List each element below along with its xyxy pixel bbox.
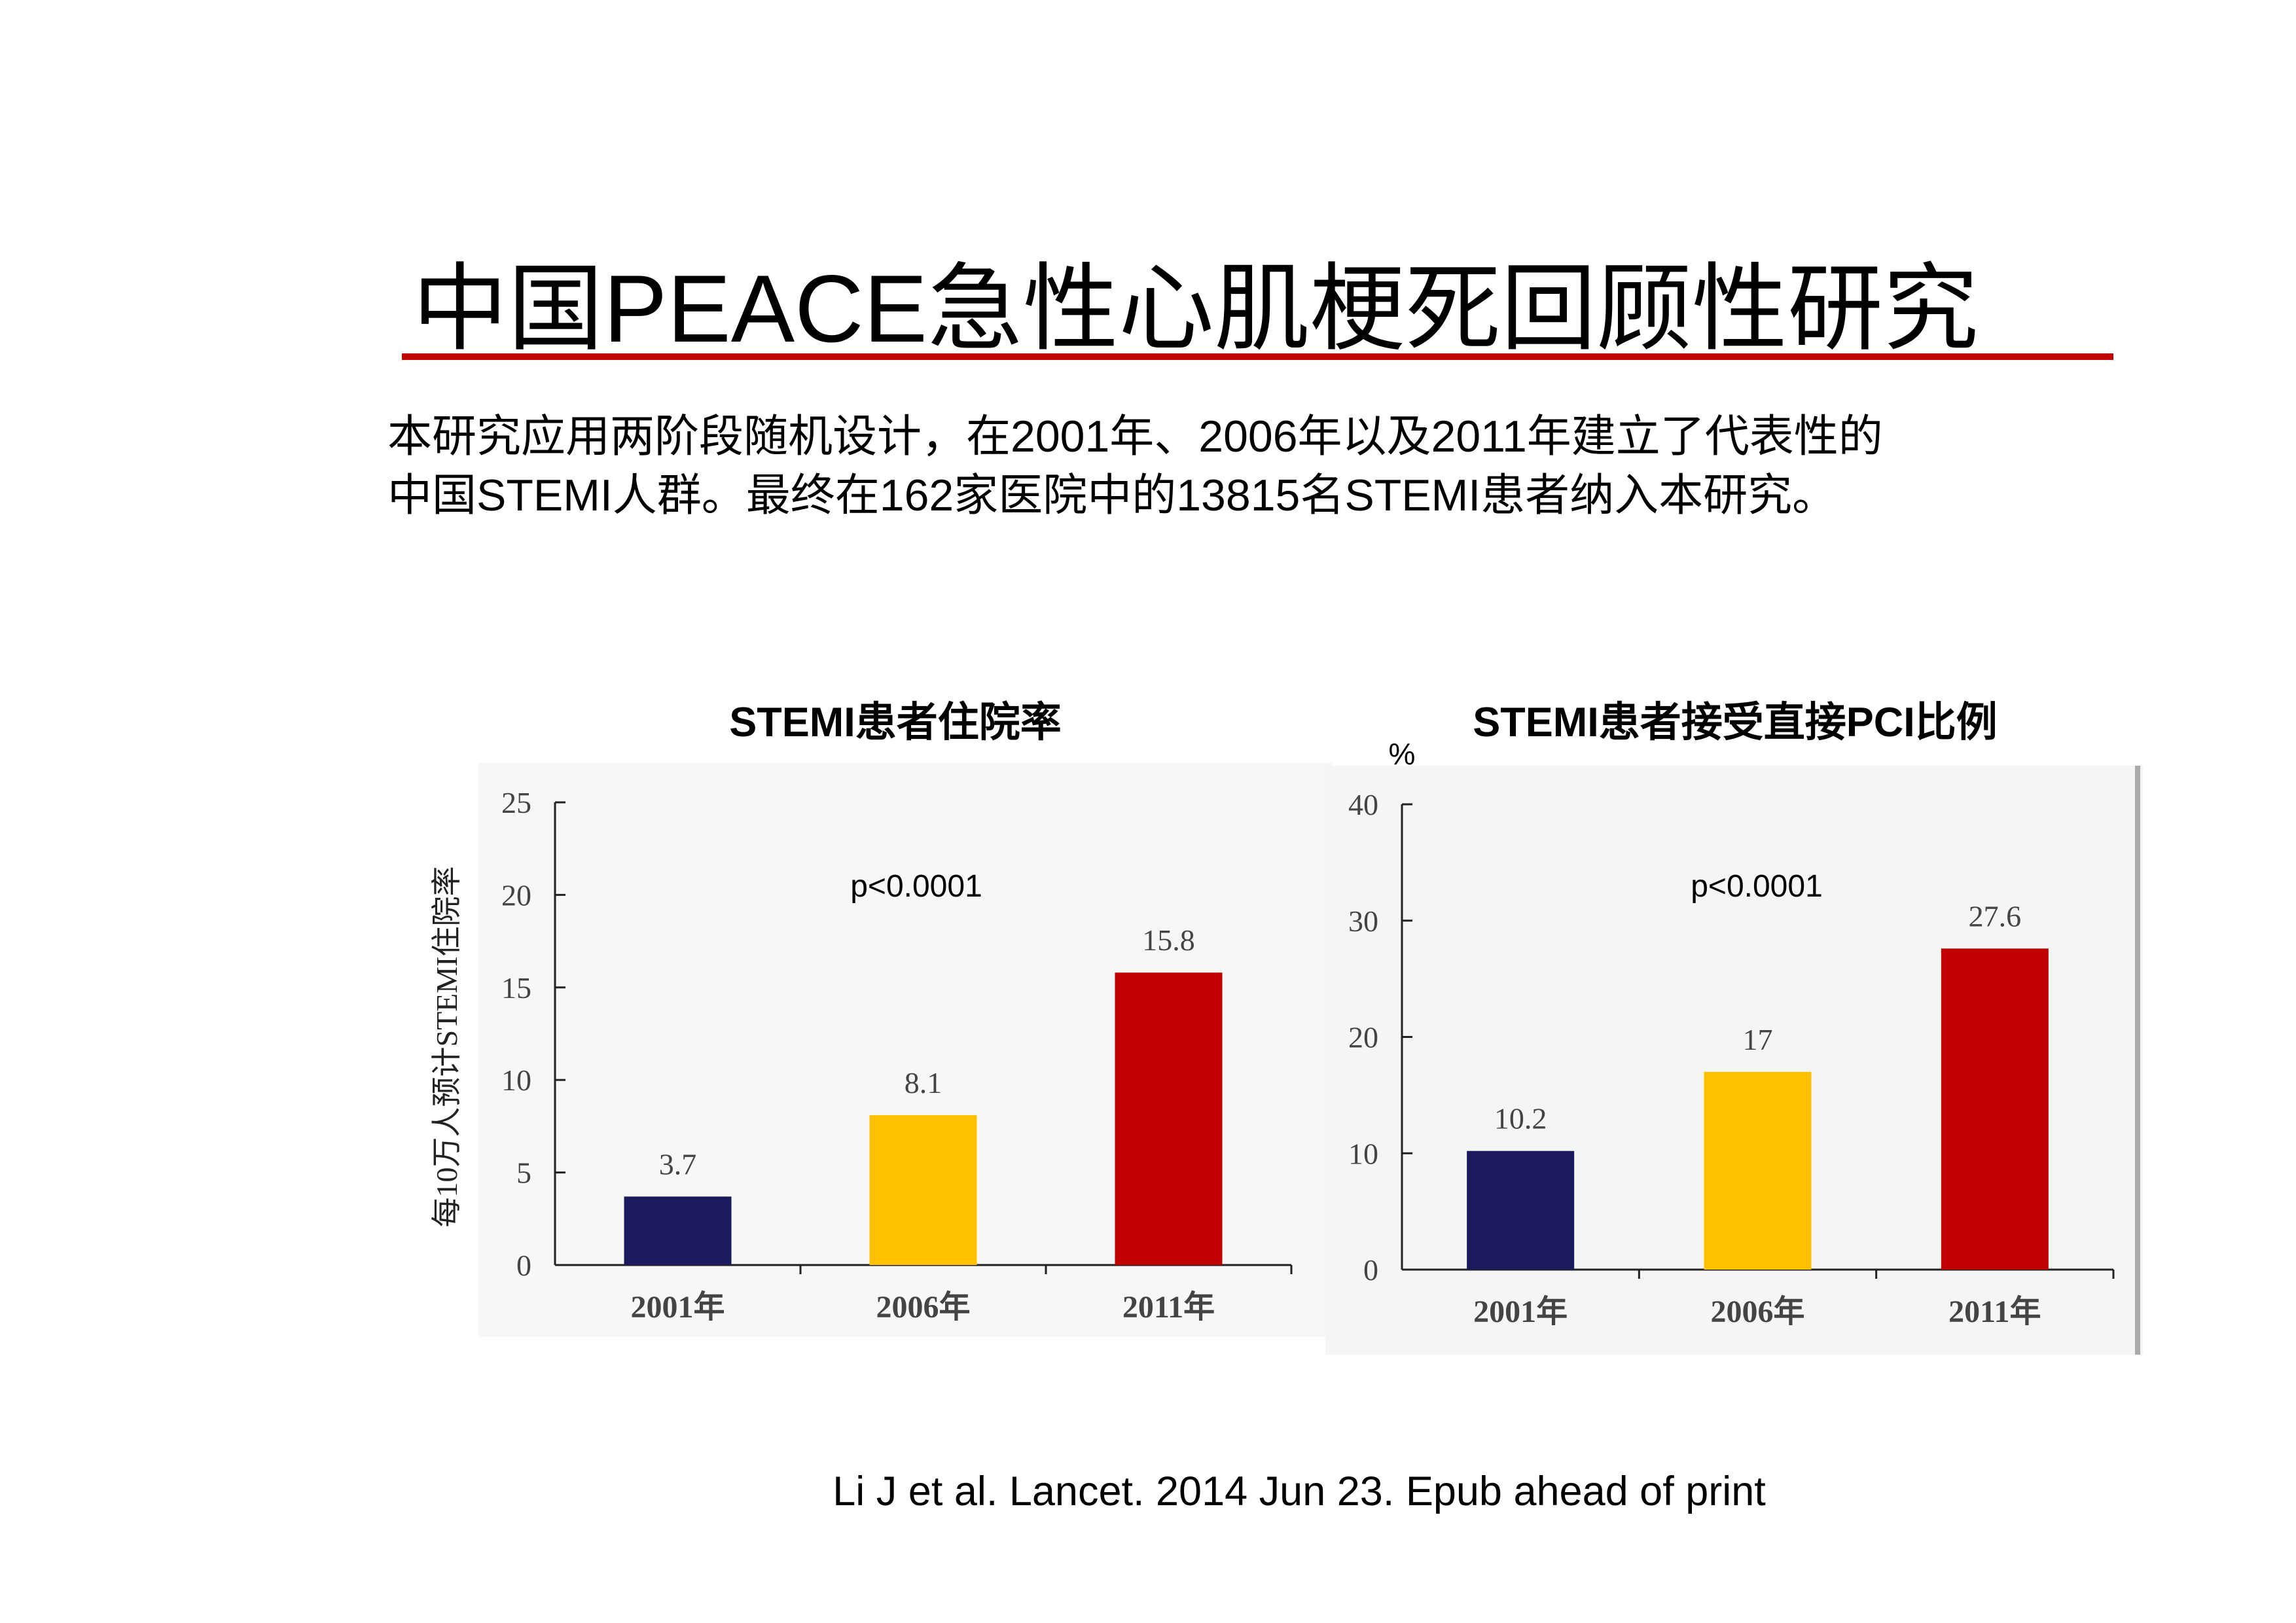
bar [624,1196,732,1265]
annotation: p<0.0001 [850,869,982,904]
bar [1115,972,1223,1265]
panel-edge [2135,766,2140,1355]
chart-title: STEMI患者接受直接PCI比例 [1473,700,1998,745]
x-tick-label: 2001年 [630,1290,725,1325]
y-tick-label: 0 [516,1249,531,1282]
y-tick-label: 15 [501,971,531,1005]
value-label: 10.2 [1494,1102,1547,1135]
annotation: p<0.0001 [1691,869,1823,904]
y-tick-label: 25 [501,786,531,819]
bar [1941,948,2049,1270]
value-label: 17 [1743,1023,1773,1056]
x-tick-label: 2011年 [1122,1290,1215,1325]
x-tick-label: 2006年 [1710,1294,1804,1329]
y-tick-label: 20 [501,878,531,912]
y-tick-label: 10 [501,1063,531,1097]
value-label: 8.1 [905,1066,942,1099]
bar [1704,1071,1812,1270]
body-line: 中国STEMI人群。最终在162家医院中的13815名STEMI患者纳入本研究。 [387,471,1837,520]
x-tick-label: 2001年 [1473,1294,1568,1329]
bar [869,1115,977,1265]
y-tick-label: 0 [1363,1253,1378,1287]
value-label: 27.6 [1969,899,2022,933]
chart-title: STEMI患者住院率 [729,700,1062,745]
bar [1467,1150,1575,1270]
y-tick-label: 40 [1348,788,1378,821]
citation: Li J et al. Lancet. 2014 Jun 23. Epub ah… [833,1469,1766,1514]
y-tick-label: 10 [1348,1137,1378,1170]
body-line: 本研究应用两阶段随机设计，在2001年、2006年以及2011年建立了代表性的 [387,412,1883,461]
y-axis-unit: % [1389,737,1416,771]
slide-title: 中国PEACE急性心肌梗死回顾性研究 [412,255,1979,362]
x-tick-label: 2006年 [876,1290,970,1325]
value-label: 3.7 [659,1147,697,1181]
x-tick-label: 2011年 [1948,1294,2041,1329]
value-label: 15.8 [1142,923,1195,957]
y-axis-label: 每10万人预计STEMI住院率 [430,866,463,1228]
title-underline [402,353,2113,360]
y-tick-label: 20 [1348,1021,1378,1054]
y-tick-label: 30 [1348,904,1378,938]
y-tick-label: 5 [516,1156,531,1190]
